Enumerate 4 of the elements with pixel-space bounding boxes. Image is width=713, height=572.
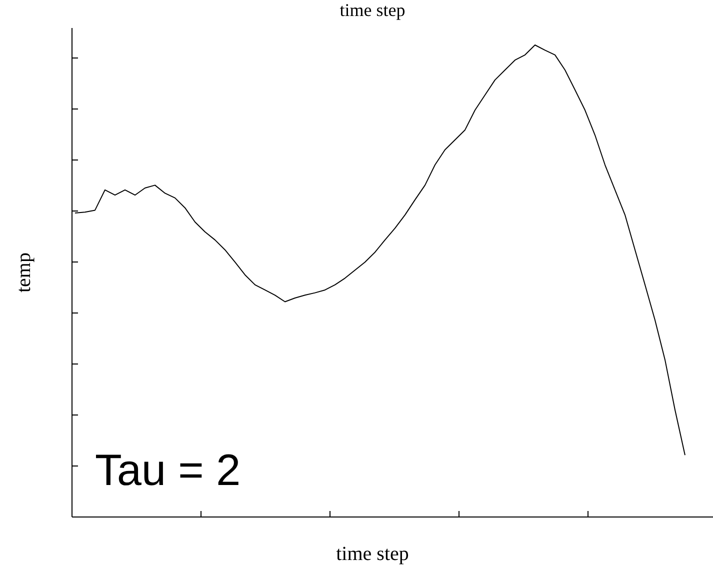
x-axis-title: time step xyxy=(336,543,409,565)
chart-title: time step xyxy=(340,0,406,20)
y-axis-title: temp xyxy=(13,252,35,292)
annotation: Tau = 2 xyxy=(95,446,241,495)
